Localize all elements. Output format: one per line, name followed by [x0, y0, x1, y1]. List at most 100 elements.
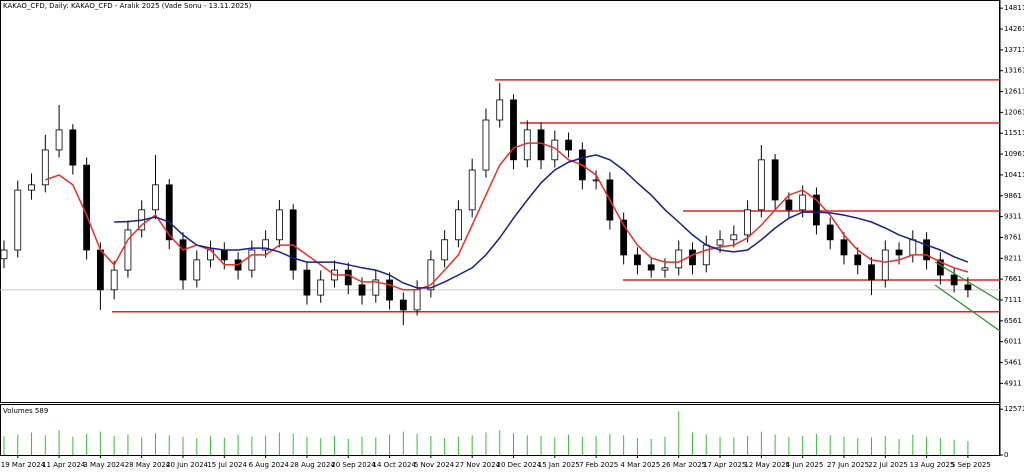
candle-body	[510, 99, 517, 161]
x-tick-label: 19 Mar 2024	[1, 461, 46, 469]
x-tick-label: 3 May 2024	[83, 461, 125, 469]
x-tick-label: 4 Mar 2025	[620, 461, 660, 469]
candle-body	[909, 239, 917, 256]
candle-body	[661, 267, 669, 271]
x-tick-label: 11 Apr 2024	[42, 461, 86, 469]
y-tick-label: 9311	[1004, 213, 1022, 221]
y-tick-label: 5461	[1004, 359, 1022, 367]
channel-line	[934, 261, 1001, 302]
candle-body	[620, 219, 628, 256]
candle-body	[895, 249, 903, 256]
candle-body	[14, 189, 22, 251]
volume-title: Volumes 589	[3, 407, 48, 415]
candle-body	[771, 159, 779, 201]
candle-body	[482, 119, 490, 171]
candle-body	[124, 229, 132, 271]
candle-body	[496, 99, 504, 121]
volume-tick-label: 0	[1004, 451, 1008, 459]
candle-body	[358, 284, 366, 296]
candle-body	[964, 284, 972, 291]
candle-body	[386, 279, 393, 301]
candle-body	[840, 239, 848, 256]
candle-body	[0, 249, 8, 260]
channel-line	[934, 284, 1001, 332]
candle-body	[399, 299, 407, 311]
candle-body	[152, 184, 159, 211]
candle-body	[110, 269, 118, 291]
x-tick-label: 4 Jun 2025	[786, 461, 824, 469]
candle-body	[220, 249, 228, 261]
x-tick-label: 5 Sep 2025	[951, 461, 991, 469]
y-tick-label: 8211	[1004, 254, 1022, 262]
y-tick-label: 8761	[1004, 233, 1022, 241]
x-tick-label: 28 Aug 2024	[290, 461, 335, 469]
candle-body	[716, 239, 724, 246]
candle-body	[441, 239, 449, 261]
candle-body	[317, 279, 325, 296]
candle-body	[785, 199, 793, 211]
y-tick-label: 6561	[1004, 317, 1022, 325]
candle-body	[537, 129, 545, 161]
x-tick-label: 27 Jun 2025	[827, 461, 869, 469]
candle-body	[55, 129, 63, 151]
x-tick-label: 17 Apr 2025	[703, 461, 746, 469]
candle-body	[813, 194, 820, 226]
candle-body	[647, 264, 655, 271]
candle-body	[950, 274, 958, 286]
candle-body	[675, 249, 683, 269]
y-tick-label: 7661	[1004, 275, 1022, 283]
candle-body	[730, 234, 738, 241]
candle-body	[69, 129, 77, 166]
y-tick-label: 7111	[1004, 296, 1022, 304]
candle-body	[468, 169, 476, 211]
y-tick-label: 4911	[1004, 379, 1022, 387]
candle-body	[881, 249, 889, 281]
candle-body	[83, 164, 91, 251]
candle-body	[289, 209, 297, 271]
candle-body	[565, 139, 572, 151]
candle-body	[455, 209, 462, 241]
x-tick-label: 6 Aug 2024	[249, 461, 290, 469]
candle-body	[757, 159, 765, 211]
x-tick-label: 26 Mar 2025	[662, 461, 706, 469]
x-tick-label: 22 Jul 2025	[868, 461, 908, 469]
volume-tick-label: 12571	[1004, 405, 1024, 413]
candle-body	[413, 289, 421, 311]
x-tick-label: 13 Aug 2025	[910, 461, 955, 469]
candle-body	[923, 239, 930, 261]
candle-body	[28, 184, 35, 191]
moving-average	[114, 154, 969, 289]
candle-body	[523, 129, 531, 161]
x-tick-label: 27 Nov 2024	[455, 461, 500, 469]
x-tick-label: 20 Jun 2024	[166, 461, 209, 469]
x-tick-label: 20 Dec 2024	[496, 461, 541, 469]
x-tick-label: 15 Jan 2025	[538, 461, 580, 469]
candle-body	[634, 254, 641, 266]
candle-body	[799, 194, 807, 211]
candle-body	[868, 264, 875, 281]
candle-body	[275, 209, 283, 241]
x-tick-label: 15 Jul 2024	[207, 461, 247, 469]
candle-body	[744, 209, 751, 236]
y-tick-label: 6011	[1004, 338, 1022, 346]
candle-body	[165, 184, 173, 241]
candle-body	[96, 249, 104, 291]
candle-body	[41, 149, 49, 186]
candle-body	[303, 269, 311, 296]
candle-body	[344, 269, 352, 286]
candle-body	[372, 279, 380, 296]
candle-body	[427, 259, 435, 291]
candle-body	[179, 239, 187, 281]
price-panel	[0, 0, 1000, 403]
x-tick-label: 12 May 2025	[744, 461, 790, 469]
